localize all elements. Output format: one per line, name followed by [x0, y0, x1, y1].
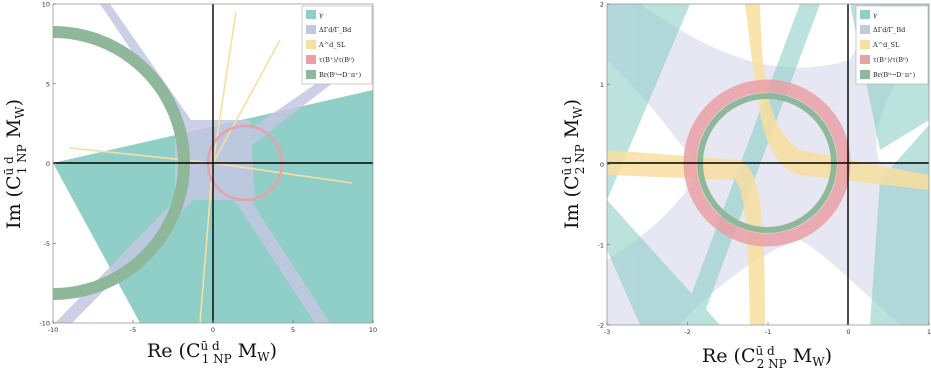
right-legend-label: ΔΓd/Γ_Bd [873, 26, 905, 34]
right-y-tick-label: 0 [600, 161, 604, 169]
right-legend-swatch [860, 25, 870, 34]
left-legend-label: Br(B⁰→D⁻π⁺) [319, 71, 362, 79]
right-y-tick-label: 2 [600, 1, 604, 9]
right-x-tick-label: 0 [846, 328, 850, 336]
right-legend-label: Br(B⁰→D⁻π⁺) [873, 71, 916, 79]
left-legend-swatch [306, 10, 316, 19]
right-asl-region [607, 4, 929, 325]
left-legend-label: τ(B⁺)/τ(B⁰) [319, 56, 355, 64]
left-x-tick-label: -5 [130, 326, 136, 334]
left-chart: -10 -5 0 5 10 10 5 0 -5 -10 γ ΔΓd/Γ_Bd A^d_SL τ(B⁺)… [2, 1, 377, 367]
right-legend: γ ΔΓd/Γ_Bd A^d_SL τ(B⁺)/τ(B⁰) Br(B⁰→D⁻π⁺) [855, 5, 929, 85]
right-legend-label: A^d_SL [872, 41, 900, 49]
left-legend-swatch [306, 25, 316, 34]
left-legend-swatch [306, 55, 316, 64]
right-legend-label: γ [873, 11, 877, 19]
left-y-tick-label: -5 [44, 240, 50, 248]
left-x-tick-label: -10 [48, 326, 59, 334]
right-chart: -3 -2 -1 0 1 210-1-2 γΔΓd/Γ_BdA^d_SLτ(B⁺)/τ(… [560, 1, 931, 372]
right-legend-swatch [860, 10, 870, 19]
right-y-ticks: 2 1 0 -1 -2 [598, 1, 610, 330]
left-y-tick-label: 5 [46, 80, 50, 88]
right-x-tick-label: -1 [765, 328, 771, 336]
right-x-tick-label: 1 [927, 328, 931, 336]
left-x-tick-label: 0 [211, 326, 215, 334]
left-legend-swatch [306, 40, 316, 49]
left-legend-swatch [306, 70, 316, 79]
right-y-tick-label: -1 [598, 241, 604, 249]
right-legend-swatch [860, 70, 870, 79]
right-y-tick-label: -2 [598, 322, 604, 330]
right-x-tick-label: -2 [684, 328, 690, 336]
left-y-tick-label: 10 [42, 1, 50, 9]
left-legend: γ ΔΓd/Γ_Bd A^d_SL τ(B⁺)/τ(B⁰) Br(B⁰→D⁻π⁺) [301, 5, 373, 85]
left-x-tick-label: 10 [369, 326, 377, 334]
left-asl-region [69, 11, 353, 323]
left-y-axis-title: Im (Cū d1 NP MW) [2, 99, 29, 229]
left-x-ticks: -10 -5 0 5 10 [48, 320, 377, 334]
left-y-ticks: 10 5 0 -5 -10 [39, 1, 56, 328]
left-legend-label: γ [319, 11, 323, 19]
right-legend-swatch [860, 40, 870, 49]
right-y-tick-label: 1 [600, 81, 604, 89]
right-x-tick-label: -3 [604, 328, 610, 336]
left-x-tick-label: 5 [291, 326, 295, 334]
right-y-axis-title: Im (Cū d2 NP MW) [560, 99, 587, 229]
right-x-ticks: -3 -2 -1 0 1 [604, 322, 931, 336]
right-legend-swatch [860, 55, 870, 64]
left-legend-label: A^d_SL [318, 41, 346, 49]
left-y-tick-label: 0 [46, 160, 50, 168]
left-y-tick-label: -10 [39, 320, 50, 328]
right-legend-label: τ(B⁺)/τ(B⁰) [873, 56, 909, 64]
left-legend-label: ΔΓd/Γ_Bd [319, 26, 351, 34]
